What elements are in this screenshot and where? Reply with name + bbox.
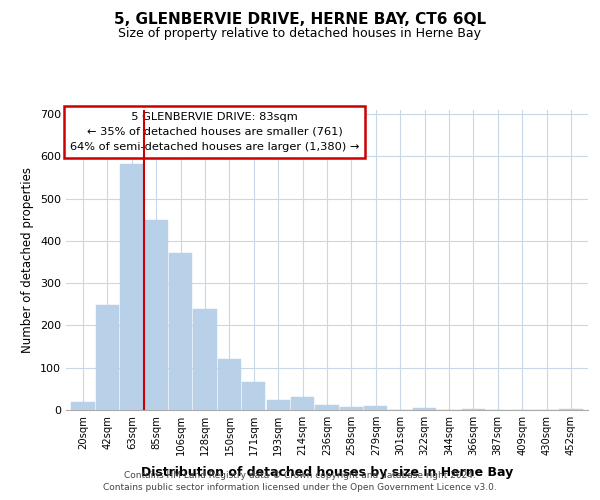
- Bar: [316, 404, 338, 410]
- Bar: [71, 402, 95, 410]
- Bar: [169, 253, 192, 410]
- Bar: [364, 406, 388, 410]
- Bar: [193, 310, 217, 410]
- Text: Size of property relative to detached houses in Herne Bay: Size of property relative to detached ho…: [119, 28, 482, 40]
- Bar: [96, 305, 119, 410]
- Bar: [218, 359, 241, 410]
- Bar: [145, 220, 168, 410]
- Bar: [413, 408, 436, 410]
- Bar: [291, 397, 314, 410]
- Bar: [340, 406, 363, 410]
- Bar: [266, 400, 290, 410]
- Text: 5 GLENBERVIE DRIVE: 83sqm  
← 35% of detached houses are smaller (761)
64% of se: 5 GLENBERVIE DRIVE: 83sqm ← 35% of detac…: [70, 112, 359, 152]
- Y-axis label: Number of detached properties: Number of detached properties: [22, 167, 34, 353]
- Text: 5, GLENBERVIE DRIVE, HERNE BAY, CT6 6QL: 5, GLENBERVIE DRIVE, HERNE BAY, CT6 6QL: [114, 12, 486, 28]
- Bar: [120, 164, 143, 410]
- Bar: [242, 382, 265, 410]
- Text: Contains HM Land Registry data © Crown copyright and database right 2024.: Contains HM Land Registry data © Crown c…: [124, 471, 476, 480]
- X-axis label: Distribution of detached houses by size in Herne Bay: Distribution of detached houses by size …: [141, 466, 513, 479]
- Bar: [462, 408, 485, 410]
- Bar: [559, 409, 583, 410]
- Text: Contains public sector information licensed under the Open Government Licence v3: Contains public sector information licen…: [103, 484, 497, 492]
